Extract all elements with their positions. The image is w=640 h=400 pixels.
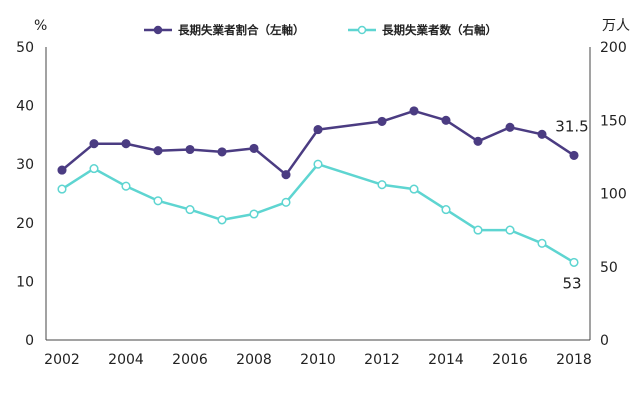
data-point [537, 129, 547, 139]
data-point [473, 136, 483, 146]
right-axis-unit: 万人 [602, 18, 630, 34]
x-tick-label: 2004 [108, 352, 144, 368]
series: 31.5 53 [57, 106, 589, 292]
data-point [569, 257, 579, 267]
x-tick-label: 2006 [172, 352, 208, 368]
right-tick-label: 200 [600, 40, 627, 56]
data-point [313, 125, 323, 135]
data-point [249, 209, 259, 219]
x-tick-label: 2002 [44, 352, 80, 368]
x-tick-label: 2010 [300, 352, 336, 368]
x-axis-ticks: 2002 2004 2006 2008 2010 2012 2014 2016 2018 [44, 352, 592, 368]
data-point [121, 181, 131, 191]
series-line-1 [61, 109, 575, 176]
data-point [313, 159, 323, 169]
right-axis-ticks: 0 50 100 150 200 [600, 40, 627, 349]
left-axis-unit: % [34, 18, 47, 34]
x-tick-label: 2018 [556, 352, 592, 368]
x-tick-label: 2014 [428, 352, 464, 368]
data-point [409, 106, 419, 116]
data-point [569, 150, 579, 160]
data-point [185, 144, 195, 155]
right-tick-label: 100 [600, 187, 627, 203]
legend: 長期失業者割合（左軸） 長期失業者数（右軸） [144, 23, 497, 37]
left-tick-label: 30 [16, 157, 34, 173]
right-tick-label: 50 [600, 260, 618, 276]
left-tick-label: 50 [16, 40, 34, 56]
data-point [57, 165, 67, 175]
x-tick-label: 2012 [364, 352, 400, 368]
legend-marker [357, 25, 367, 35]
x-tick-label: 2016 [492, 352, 528, 368]
data-point [281, 170, 291, 180]
data-point [505, 122, 515, 132]
data-point [473, 225, 483, 235]
end-value-label: 31.5 [555, 117, 588, 135]
data-point [57, 184, 67, 194]
data-point [153, 196, 163, 206]
right-tick-label: 150 [600, 113, 627, 129]
data-point [89, 164, 99, 174]
data-point [377, 180, 387, 190]
data-point [409, 184, 419, 194]
data-point [121, 139, 131, 149]
legend-label: 長期失業者割合（左軸） [178, 23, 305, 37]
left-tick-label: 20 [16, 216, 34, 232]
data-point [89, 139, 99, 149]
left-tick-label: 40 [16, 99, 34, 115]
x-tick-label: 2008 [236, 352, 272, 368]
left-tick-label: 10 [16, 274, 34, 290]
data-point [249, 143, 259, 153]
data-point [441, 205, 451, 215]
axes [45, 47, 591, 341]
legend-label: 長期失業者数（右軸） [382, 23, 497, 37]
data-point [185, 205, 195, 215]
left-axis-ticks: 0 10 20 30 40 50 [16, 40, 34, 349]
data-point [153, 146, 163, 156]
data-point [441, 115, 451, 125]
data-point [217, 215, 227, 225]
data-point [377, 116, 387, 126]
legend-marker [153, 25, 163, 35]
left-tick-label: 0 [25, 333, 34, 349]
end-value-label: 53 [562, 274, 581, 292]
data-point [281, 197, 291, 207]
data-point [505, 225, 515, 235]
right-tick-label: 0 [600, 333, 609, 349]
data-point [217, 147, 227, 157]
data-point [537, 238, 547, 248]
series-line-2 [61, 162, 575, 264]
